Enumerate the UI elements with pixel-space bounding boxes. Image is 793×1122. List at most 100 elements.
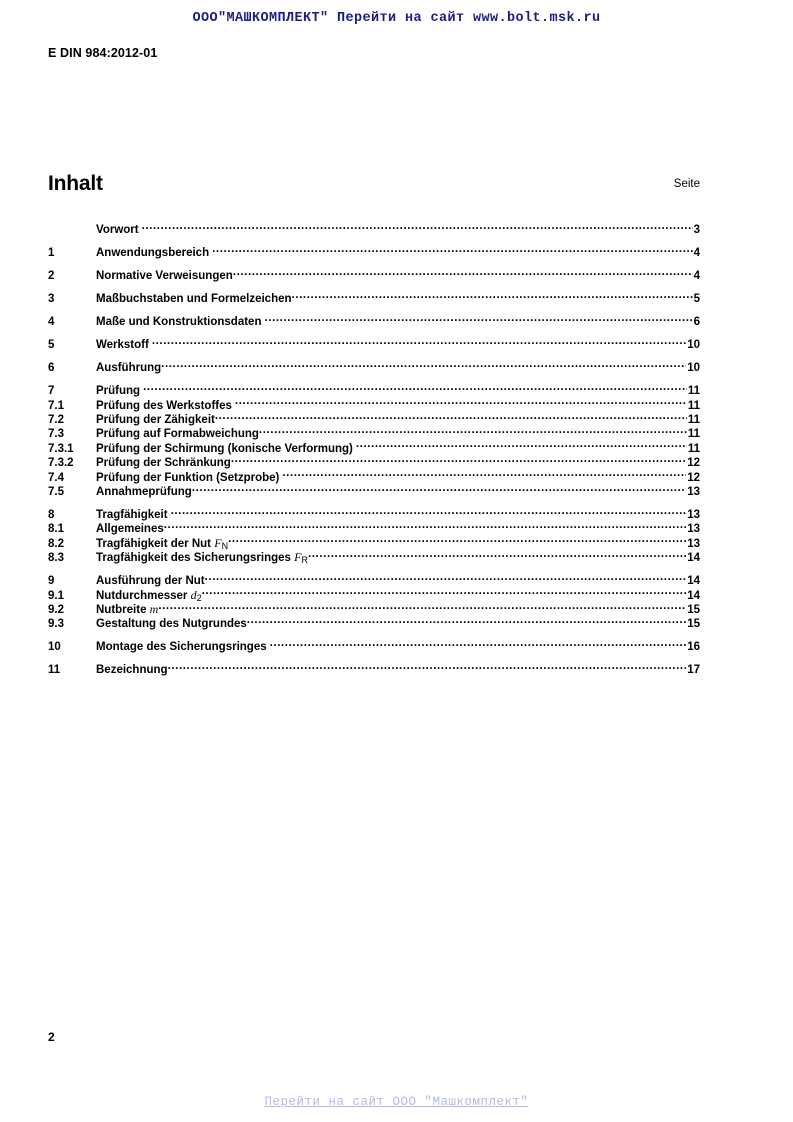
toc-entry[interactable]: Vorwort 3 (48, 219, 700, 236)
toc-dot-leader (161, 357, 686, 371)
toc-entry[interactable]: 8.1 Allgemeines 13 (48, 518, 700, 535)
toc-entry-number: 7.3.1 (48, 442, 74, 455)
toc-entry-number: 7.3.2 (48, 457, 74, 470)
toc-entry-page: 11 (687, 442, 700, 455)
toc-dot-leader (171, 504, 687, 518)
toc-entry-title: Allgemeines (96, 523, 164, 536)
toc-entry-title: Normative Verweisungen (96, 270, 233, 283)
toc-entry-title: Nutbreite m (96, 601, 159, 616)
toc-entry-title: Montage des Sicherungsringes (96, 641, 267, 654)
toc-entry[interactable]: 5 Werkstoff 10 (48, 334, 700, 351)
toc-entry-page: 16 (687, 641, 700, 654)
toc-dot-leader (235, 394, 687, 408)
toc-dot-leader (233, 265, 693, 279)
toc-dot-leader (308, 547, 686, 561)
toc-entry[interactable]: 6 Ausführung 10 (48, 357, 700, 374)
toc-entry-number: 7.1 (48, 399, 64, 412)
toc-entry-title: Tragfähigkeit (96, 509, 168, 521)
toc-entry-number: 7.2 (48, 414, 64, 427)
toc-dot-leader (164, 518, 686, 532)
toc-entry[interactable]: 1 Anwendungsbereich 4 (48, 242, 700, 259)
standard-number: E DIN 984:2012-01 (48, 46, 158, 60)
toc-entry[interactable]: 7.1 Prüfung des Werkstoffes 11 (48, 394, 700, 411)
toc-dot-leader (152, 334, 686, 348)
toc-entry-page: 6 (693, 316, 700, 329)
toc-entry-page: 14 (687, 575, 700, 588)
toc-entry-title: Maße und Konstruktionsdaten (96, 316, 262, 329)
page-column-header: Seite (673, 178, 700, 190)
toc-entry-number: 9.3 (48, 618, 64, 631)
toc-entry-page: 11 (687, 399, 700, 412)
toc-entry-title: Ausführung (96, 362, 162, 375)
toc-entry-title: Prüfung (96, 385, 141, 398)
toc-entry-number: 9.2 (48, 603, 64, 616)
toc-entry-page: 3 (693, 224, 700, 237)
toc-entry[interactable]: 4 Maße und Konstruktionsdaten 6 (48, 311, 700, 328)
toc-dot-leader (270, 636, 687, 650)
toc-entry[interactable]: 7.3.2 Prüfung der Schränkung 12 (48, 452, 700, 469)
toc-entry-number: 8.2 (48, 537, 64, 550)
toc-entry-title: Prüfung auf Formabweichung (96, 428, 259, 441)
toc-entry-page: 13 (687, 509, 700, 521)
toc-dot-leader (202, 584, 687, 598)
toc-entry-page: 12 (687, 471, 700, 484)
toc-entry-page: 11 (687, 414, 700, 427)
toc-dot-leader (282, 466, 686, 480)
toc-entry[interactable]: 7 Prüfung 11 (48, 380, 700, 397)
toc-entry-number: 8 (48, 509, 55, 521)
toc-entry[interactable]: 8.2 Tragfähigkeit der Nut FN 13 (48, 532, 700, 550)
toc-dot-leader (168, 659, 687, 673)
toc-entry-page: 17 (687, 664, 700, 677)
toc-entry[interactable]: 2 Normative Verweisungen 4 (48, 265, 700, 282)
toc-entry-title: Ausführung der Nut (96, 575, 205, 588)
watermark-footer-link[interactable]: Перейти на сайт ООО "Машкомплект" (264, 1095, 529, 1109)
toc-entry[interactable]: 7.3.1 Prüfung der Schirmung (konische Ver… (48, 437, 700, 454)
toc-dot-leader (292, 288, 693, 302)
toc-entry[interactable]: 3 Maßbuchstaben und Formelzeichen 5 (48, 288, 700, 305)
toc-entry-page: 14 (687, 589, 700, 602)
toc-entry-number: 8.1 (48, 523, 64, 536)
toc-entry-page: 13 (687, 537, 700, 550)
toc-entry-number: 11 (48, 664, 61, 677)
toc-entry[interactable]: 11 Bezeichnung 17 (48, 659, 700, 676)
toc-entry[interactable]: 7.3 Prüfung auf Formabweichung 11 (48, 423, 700, 440)
toc-entry-page: 11 (687, 428, 700, 441)
toc-entry-page: 4 (693, 270, 700, 283)
toc-entry[interactable]: 9 Ausführung der Nut 14 (48, 570, 700, 587)
toc-entry-number: 3 (48, 293, 55, 306)
toc-entry-title: Prüfung des Werkstoffes (96, 399, 232, 412)
toc-dot-leader (215, 409, 687, 423)
toc-entry[interactable]: 9.2 Nutbreite m 15 (48, 599, 700, 616)
toc-entry-page: 11 (687, 385, 700, 398)
toc-entry-number: 1 (48, 247, 55, 260)
toc-entry-number: 5 (48, 339, 55, 352)
toc-entry[interactable]: 8 Tragfähigkeit 13 (48, 504, 700, 521)
toc-dot-leader (259, 423, 687, 437)
toc-dot-leader (143, 380, 687, 394)
toc-entry-page: 13 (687, 523, 700, 536)
toc-entry[interactable]: 8.3 Tragfähigkeit des Sicherungsringes FR… (48, 547, 700, 565)
toc-entry[interactable]: 7.5 Annahmeprüfung 13 (48, 481, 700, 498)
toc-entry-number: 7 (48, 385, 55, 398)
toc-entry-number: 7.4 (48, 471, 64, 484)
toc-dot-leader (228, 532, 686, 546)
toc-entry-number: 9.1 (48, 589, 64, 602)
toc-entry-title: Prüfung der Zähigkeit (96, 414, 215, 427)
toc-entry-title: Prüfung der Schränkung (96, 457, 231, 470)
toc-entry-page: 4 (693, 247, 700, 260)
toc-entry-page: 10 (687, 339, 700, 352)
toc-entry-page: 5 (693, 293, 700, 306)
table-of-contents: Vorwort 3 1 Anwendungsbereich 4 2 Normative Ve… (48, 219, 700, 676)
toc-entry-number: 2 (48, 270, 55, 283)
toc-dot-leader (247, 613, 686, 627)
toc-entry[interactable]: 7.2 Prüfung der Zähigkeit 11 (48, 409, 700, 426)
toc-entry-page: 12 (687, 457, 700, 470)
page-title: Inhalt (48, 172, 103, 195)
toc-entry[interactable]: 10 Montage des Sicherungsringes 16 (48, 636, 700, 653)
toc-entry-page: 14 (687, 552, 700, 565)
toc-entry[interactable]: 9.3 Gestaltung des Nutgrundes 15 (48, 613, 700, 630)
toc-entry-title: Vorwort (96, 224, 139, 237)
toc-entry-title: Maßbuchstaben und Formelzeichen (96, 293, 292, 306)
